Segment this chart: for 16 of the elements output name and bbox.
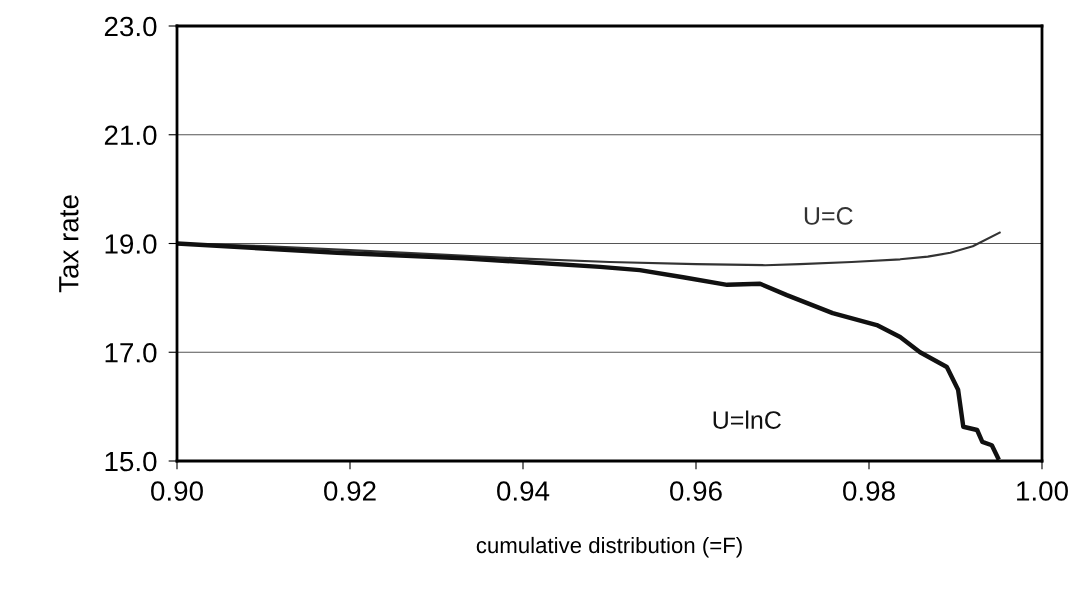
- y-tick-label: 23.0: [104, 16, 157, 37]
- x-tick-label: 1.00: [1017, 481, 1068, 501]
- x-tick-label: 0.98: [843, 481, 895, 501]
- y-tick-label: 15.0: [105, 451, 157, 472]
- series-label: U=C: [804, 207, 853, 225]
- x-tick-label: 0.94: [497, 481, 550, 501]
- x-axis-title: cumulative distribution (=F): [476, 536, 742, 558]
- x-tick-label: 0.92: [324, 481, 376, 501]
- y-axis-title: Tax rate: [59, 195, 79, 293]
- text: U=lnC: [713, 410, 781, 429]
- y-tick-label: 19.0: [105, 234, 157, 254]
- x-tick-label: 0.90: [151, 481, 203, 501]
- x-tick-label: 0.96: [670, 481, 722, 501]
- y-tick-label: 17.0: [105, 342, 157, 363]
- line-series: [177, 241, 1001, 460]
- y-tick-label: 21.0: [104, 125, 157, 146]
